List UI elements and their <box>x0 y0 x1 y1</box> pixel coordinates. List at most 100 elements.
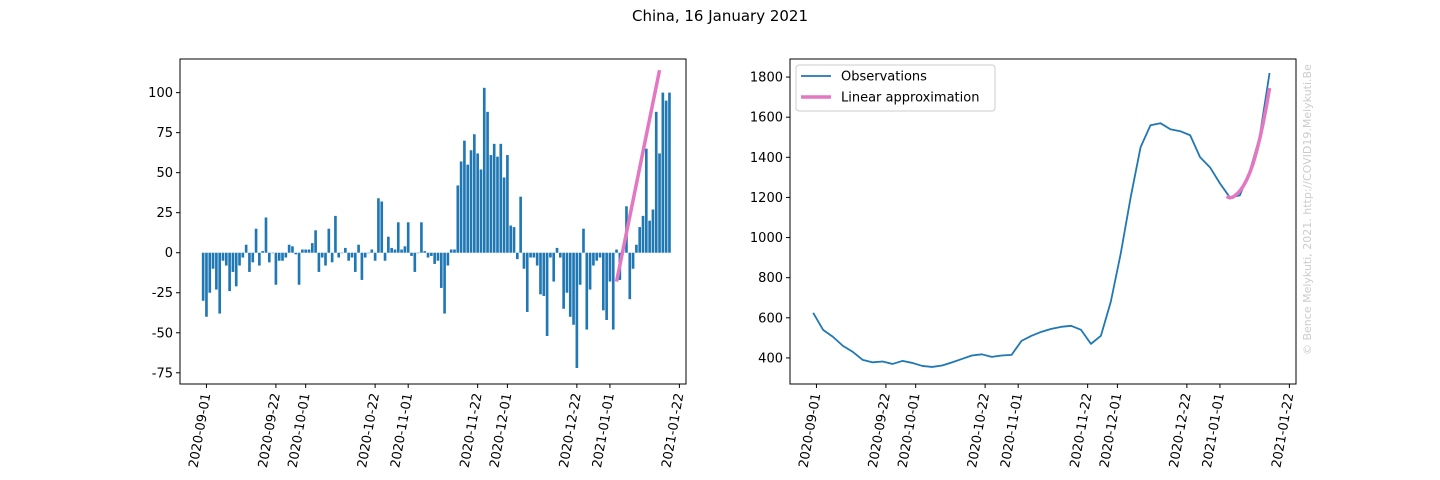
bar <box>228 252 231 292</box>
bar <box>542 252 546 296</box>
chart1-x-tick-label: 2020-09-22 <box>256 392 284 469</box>
chart2-x-tick-label: 2020-12-22 <box>1167 392 1195 469</box>
chart2-x-tick-label: 2021-01-01 <box>1200 392 1228 469</box>
bar <box>644 148 648 253</box>
bar <box>509 225 513 253</box>
bar <box>568 252 572 317</box>
bar <box>502 177 506 253</box>
chart1-x-tick-label: 2020-10-22 <box>355 392 383 469</box>
bar <box>668 92 671 253</box>
bar <box>420 222 423 253</box>
bar <box>208 252 212 293</box>
bar <box>248 252 251 272</box>
chart2-x-tick-label: 2020-11-01 <box>998 392 1026 469</box>
bar <box>357 244 360 253</box>
linear-approximation-line <box>614 69 662 282</box>
bar <box>251 252 255 263</box>
bar <box>254 228 258 253</box>
chart2-axes-frame <box>789 58 1297 385</box>
bar <box>383 252 387 261</box>
bar <box>314 230 317 253</box>
bar <box>532 252 536 258</box>
bar <box>456 185 460 253</box>
chart1-x-tick-label: 2020-11-22 <box>458 392 486 469</box>
bar <box>559 252 562 258</box>
bar <box>320 252 324 258</box>
linear-approximation-line <box>1225 87 1272 200</box>
bar <box>215 252 218 290</box>
bar <box>608 252 612 282</box>
bar <box>476 153 479 253</box>
bar <box>575 252 579 368</box>
bar <box>416 252 420 254</box>
bar <box>291 246 294 253</box>
bar <box>469 150 473 253</box>
bar <box>267 252 271 263</box>
chart2-y-tick-label: 800 <box>758 271 783 286</box>
chart1-y-tick-label: -50 <box>152 326 173 341</box>
bar <box>307 249 311 253</box>
chart1-y-tick-label: -25 <box>152 286 173 301</box>
bar <box>221 252 225 261</box>
bar <box>638 227 642 253</box>
bar <box>410 252 413 256</box>
chart2-x-tick-label: 2021-01-22 <box>1269 392 1297 469</box>
bar <box>565 252 569 293</box>
chart1-x-tick-label: 2021-01-22 <box>659 392 687 469</box>
bar <box>294 252 298 255</box>
bar <box>578 252 582 285</box>
bar <box>396 222 400 253</box>
bar <box>562 252 565 309</box>
bar <box>641 215 645 253</box>
bar <box>479 169 483 253</box>
bar <box>244 244 248 253</box>
bar <box>654 111 658 253</box>
bar <box>459 161 463 253</box>
chart1-y-tick-label: 25 <box>156 206 173 221</box>
chart2-x-tick-label: 2020-10-01 <box>896 392 924 469</box>
bar <box>201 252 205 301</box>
legend-label: Observations <box>841 70 927 85</box>
bar <box>658 153 661 253</box>
legend-label: Linear approximation <box>841 91 979 106</box>
bar <box>347 252 350 261</box>
bar <box>413 252 417 272</box>
bar <box>423 251 427 253</box>
bar <box>238 252 241 266</box>
bar <box>310 243 314 253</box>
chart2-x-tick-label: 2020-09-22 <box>866 392 894 469</box>
bar <box>545 252 549 336</box>
chart1-x-tick-label: 2020-12-01 <box>487 392 515 469</box>
bar <box>334 215 337 253</box>
chart1-x-tick-label: 2020-10-01 <box>286 392 314 469</box>
bar <box>651 209 655 253</box>
figure-title: China, 16 January 2021 <box>631 7 809 25</box>
bar <box>284 252 288 258</box>
bar <box>390 247 393 253</box>
bar <box>370 249 374 253</box>
bar <box>446 252 450 266</box>
bar <box>506 155 509 253</box>
chart1-x-tick-label: 2020-12-22 <box>557 392 585 469</box>
bar <box>525 252 529 312</box>
bar <box>463 140 466 253</box>
bar <box>582 228 585 253</box>
bar <box>241 252 245 258</box>
bar <box>512 227 516 253</box>
chart2-x-tick-label: 2020-11-22 <box>1068 392 1096 469</box>
bar <box>595 252 599 261</box>
bar <box>281 252 284 261</box>
bar <box>466 164 470 253</box>
observations-line <box>812 72 1271 368</box>
bar <box>271 252 274 254</box>
bar <box>433 252 436 264</box>
bar <box>535 252 539 266</box>
bar <box>373 252 377 261</box>
bar <box>631 252 635 269</box>
chart1-x-tick-label: 2021-01-01 <box>590 392 618 469</box>
bar <box>449 249 453 253</box>
bar <box>360 252 364 280</box>
line-chart-panel: 400 600 800 1000 1200 1400 1600 1800 2020-09-01 2… <box>750 58 1297 469</box>
bar <box>552 252 556 282</box>
bar <box>555 247 559 253</box>
